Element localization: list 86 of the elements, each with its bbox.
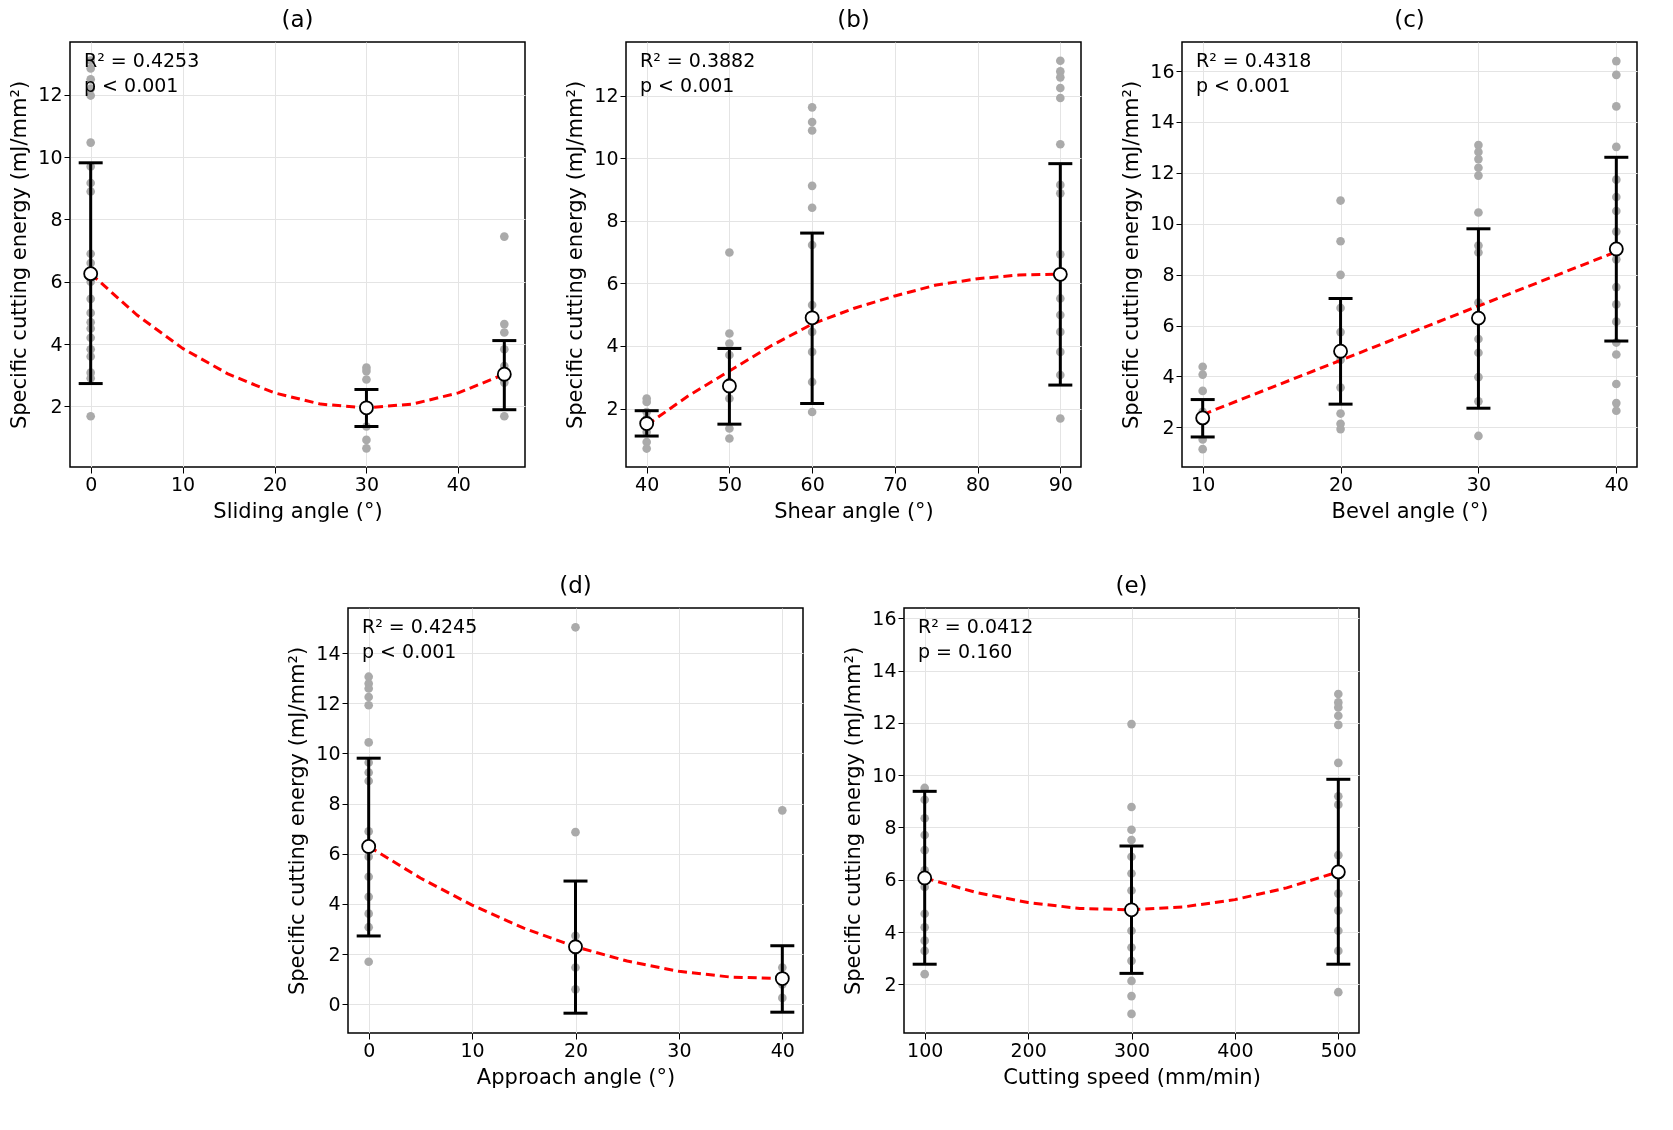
y-tick-label: 8 bbox=[1161, 263, 1174, 286]
y-tick-label: 14 bbox=[871, 659, 896, 682]
x-tick-label: 30 bbox=[1466, 472, 1491, 495]
x-tick-label: 20 bbox=[1328, 472, 1353, 495]
y-tick-label: 12 bbox=[871, 711, 896, 734]
x-tick-label: 10 bbox=[170, 472, 195, 495]
y-tick-label: 12 bbox=[37, 83, 62, 106]
y-tick-label: 8 bbox=[883, 815, 896, 838]
x-tick-label: 50 bbox=[717, 472, 742, 495]
x-tick-label: 300 bbox=[1113, 1038, 1150, 1061]
y-tick-label: 16 bbox=[871, 606, 896, 629]
chart-title: (c) bbox=[1393, 6, 1425, 32]
y-tick-label: 10 bbox=[1149, 212, 1174, 235]
y-tick-label: 10 bbox=[37, 145, 62, 168]
annotation: p < 0.001 bbox=[361, 640, 456, 662]
y-tick-label: 6 bbox=[327, 842, 340, 865]
x-tick-label: 40 bbox=[1604, 472, 1629, 495]
y-tick-label: 2 bbox=[1161, 415, 1174, 438]
y-tick-label: 2 bbox=[49, 394, 62, 417]
y-tick-label: 16 bbox=[1149, 59, 1174, 82]
chart-title: (e) bbox=[1114, 572, 1148, 598]
y-tick-label: 10 bbox=[593, 146, 618, 169]
y-tick-label: 6 bbox=[883, 868, 896, 891]
x-axis-title: Bevel angle (°) bbox=[1330, 498, 1489, 523]
y-tick-label: 10 bbox=[871, 763, 896, 786]
y-tick-label: 14 bbox=[315, 641, 340, 664]
y-axis-title: Specific cutting energy (mJ/mm²) bbox=[6, 80, 31, 430]
annotation: p < 0.001 bbox=[639, 74, 734, 96]
x-axis-title: Cutting speed (mm/min) bbox=[1002, 1064, 1261, 1089]
y-tick-label: 12 bbox=[1149, 161, 1174, 184]
x-tick-label: 400 bbox=[1216, 1038, 1254, 1061]
y-tick-label: 4 bbox=[883, 920, 896, 943]
y-tick-label: 8 bbox=[49, 207, 62, 230]
y-tick-label: 2 bbox=[605, 397, 618, 420]
annotation: p < 0.001 bbox=[1195, 74, 1290, 96]
y-tick-label: 0 bbox=[327, 992, 340, 1015]
x-axis-title: Shear angle (°) bbox=[773, 498, 934, 523]
chart-title: (d) bbox=[558, 572, 592, 598]
y-tick-label: 4 bbox=[49, 332, 62, 355]
x-tick-label: 80 bbox=[965, 472, 990, 495]
y-tick-label: 6 bbox=[605, 271, 618, 294]
x-tick-label: 30 bbox=[354, 472, 379, 495]
x-tick-label: 0 bbox=[84, 472, 97, 495]
x-tick-label: 30 bbox=[666, 1038, 691, 1061]
x-tick-label: 20 bbox=[262, 472, 287, 495]
x-axis-title: Approach angle (°) bbox=[476, 1064, 675, 1089]
annotation: R² = 0.0412 bbox=[917, 615, 1033, 637]
y-axis-title: Specific cutting energy (mJ/mm²) bbox=[284, 646, 309, 996]
x-tick-label: 500 bbox=[1320, 1038, 1357, 1061]
y-tick-label: 8 bbox=[327, 792, 340, 815]
annotation: R² = 0.4318 bbox=[1195, 49, 1311, 71]
y-tick-label: 2 bbox=[327, 942, 340, 965]
y-tick-label: 12 bbox=[315, 691, 340, 714]
x-axis-title: Sliding angle (°) bbox=[212, 498, 383, 523]
annotation: p < 0.001 bbox=[83, 74, 178, 96]
y-axis-title: Specific cutting energy (mJ/mm²) bbox=[1118, 80, 1143, 430]
y-tick-label: 4 bbox=[1161, 364, 1174, 387]
annotation: R² = 0.4253 bbox=[83, 49, 199, 71]
y-tick-label: 2 bbox=[883, 972, 896, 995]
y-tick-label: 6 bbox=[49, 270, 62, 293]
x-tick-label: 10 bbox=[1190, 472, 1215, 495]
y-tick-label: 8 bbox=[605, 209, 618, 232]
x-tick-label: 60 bbox=[800, 472, 825, 495]
y-axis-title: Specific cutting energy (mJ/mm²) bbox=[562, 80, 587, 430]
y-tick-label: 6 bbox=[1161, 314, 1174, 336]
x-tick-label: 200 bbox=[1009, 1038, 1047, 1061]
x-tick-label: 90 bbox=[1048, 472, 1073, 495]
annotation: R² = 0.4245 bbox=[361, 615, 477, 637]
x-tick-label: 100 bbox=[906, 1038, 943, 1061]
y-tick-label: 10 bbox=[315, 741, 340, 764]
x-tick-label: 40 bbox=[446, 472, 471, 495]
annotation: R² = 0.3882 bbox=[639, 49, 755, 71]
chart-title: (a) bbox=[280, 6, 314, 32]
x-tick-label: 10 bbox=[460, 1038, 485, 1061]
y-tick-label: 14 bbox=[1149, 110, 1174, 133]
y-tick-label: 4 bbox=[327, 892, 340, 915]
x-tick-label: 0 bbox=[362, 1038, 375, 1061]
y-tick-label: 12 bbox=[593, 84, 618, 107]
x-tick-label: 40 bbox=[634, 472, 659, 495]
x-tick-label: 40 bbox=[770, 1038, 795, 1061]
x-tick-label: 70 bbox=[882, 472, 907, 495]
chart-title: (b) bbox=[836, 6, 870, 32]
annotation: p = 0.160 bbox=[917, 640, 1012, 662]
y-axis-title: Specific cutting energy (mJ/mm²) bbox=[840, 646, 865, 996]
y-tick-label: 4 bbox=[605, 334, 618, 357]
x-tick-label: 20 bbox=[563, 1038, 588, 1061]
